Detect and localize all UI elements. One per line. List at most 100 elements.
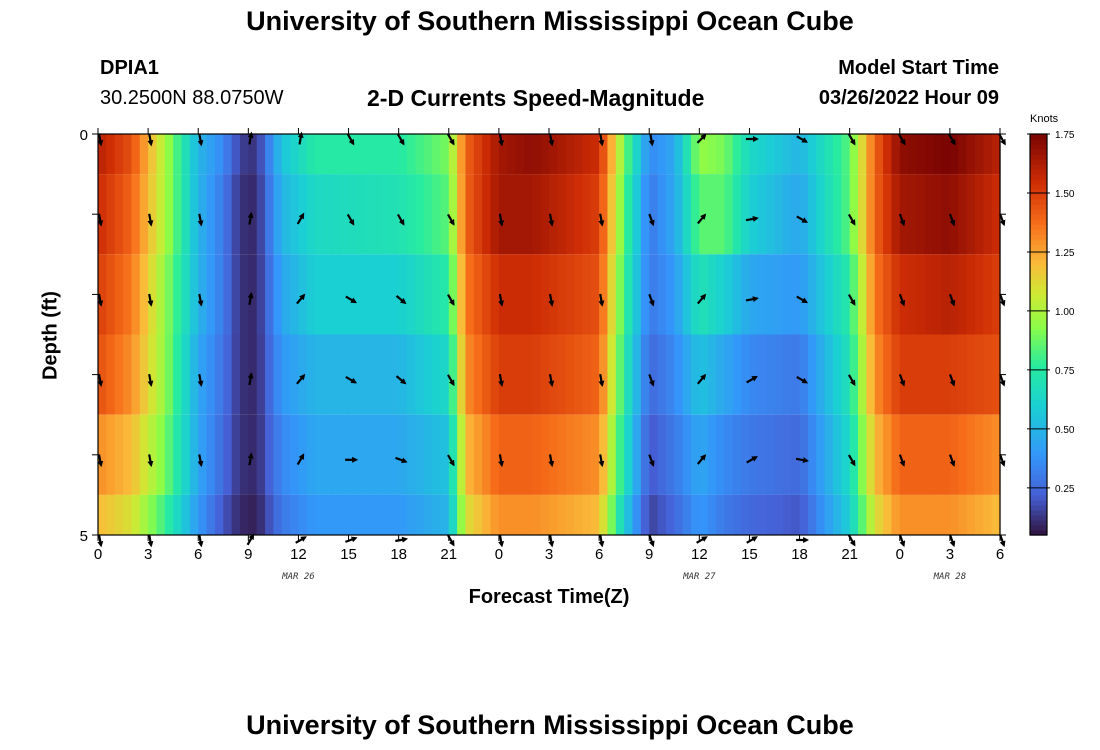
heatmap-cell (741, 334, 751, 415)
heatmap-cell (807, 414, 817, 495)
heatmap-cell (465, 134, 475, 175)
x-tick-label: 15 (340, 546, 357, 563)
heatmap-cell (849, 254, 859, 335)
heatmap-cell (189, 174, 199, 255)
heatmap-cell (331, 254, 341, 335)
heatmap-cell (306, 174, 316, 255)
heatmap-cell (123, 494, 133, 535)
colorbar-segment (1030, 499, 1047, 506)
heatmap-cell (590, 254, 600, 335)
heatmap-cell (515, 414, 525, 495)
heatmap-cell (290, 174, 300, 255)
heatmap-cell (816, 254, 826, 335)
heatmap-cell (574, 254, 584, 335)
heatmap-cell (966, 414, 976, 495)
heatmap-cell (624, 134, 634, 175)
heatmap-cell (607, 254, 617, 335)
heatmap-cell (624, 254, 634, 335)
current-vector (395, 456, 408, 464)
current-vector (598, 534, 605, 548)
heatmap-cell (883, 334, 893, 415)
heatmap-cell (933, 414, 943, 495)
current-vector (346, 133, 355, 146)
heatmap-cell (298, 414, 308, 495)
colorbar-tick-label: 1.25 (1055, 248, 1075, 259)
current-vector (696, 536, 708, 544)
current-vector (548, 213, 555, 227)
colorbar-segment (1030, 279, 1047, 285)
heatmap-cell (273, 494, 283, 535)
colorbar-segment (1030, 149, 1047, 155)
colorbar-segment (1030, 359, 1047, 366)
heatmap-cell (674, 174, 684, 255)
heatmap-cell (883, 494, 893, 535)
heatmap-cell (390, 134, 400, 175)
colorbar-segment (1030, 174, 1047, 180)
colorbar-segment (1030, 289, 1047, 295)
heatmap-cell (690, 414, 700, 495)
heatmap-cell (716, 414, 725, 495)
heatmap-cell (983, 254, 993, 335)
heatmap-cell (281, 174, 291, 255)
heatmap-cell (256, 254, 266, 335)
colorbar-segment (1030, 474, 1047, 481)
heatmap-cell (649, 134, 659, 175)
heatmap-cell (298, 334, 308, 415)
heatmap-cell (106, 414, 116, 495)
heatmap-cell (640, 414, 650, 495)
heatmap-cell (791, 334, 801, 415)
heatmap-cell (340, 134, 350, 175)
heatmap-cell (732, 494, 742, 535)
heatmap-cell (181, 134, 191, 175)
heatmap-cell (774, 494, 784, 535)
heatmap-cell (707, 254, 717, 335)
heatmap-cell (507, 494, 517, 535)
heatmap-cell (941, 254, 951, 335)
heatmap-cell (924, 414, 934, 495)
heatmap-cell (465, 494, 475, 535)
heatmap-cell (774, 254, 784, 335)
day-label: MAR 27 (682, 572, 716, 582)
heatmap-cell (348, 494, 358, 535)
heatmap-cell (156, 134, 166, 175)
heatmap-cell (290, 494, 300, 535)
heatmap-cell (908, 134, 918, 175)
heatmap-cell (298, 174, 308, 255)
heatmap-cell (991, 494, 1001, 535)
colorbar-segment (1030, 329, 1047, 336)
colorbar-segment (1030, 204, 1047, 210)
heatmap-cell (941, 414, 951, 495)
colorbar-segment (1030, 529, 1047, 536)
colorbar-segment (1030, 254, 1047, 260)
current-vector (696, 454, 707, 465)
heatmap-cell (549, 334, 558, 415)
heatmap-cell (832, 494, 842, 535)
colorbar-segment (1030, 164, 1047, 170)
heatmap-cell (866, 334, 876, 415)
heatmap-cell (381, 174, 391, 255)
heatmap-cell (858, 254, 867, 335)
heatmap-cell (515, 174, 525, 255)
heatmap-cell (858, 414, 867, 495)
model-start-label: Model Start Time (838, 57, 999, 79)
current-vector (548, 373, 555, 387)
heatmap-cell (807, 494, 817, 535)
heatmap-cell (866, 254, 876, 335)
heatmap-cell (908, 414, 918, 495)
heatmap-cell (323, 254, 333, 335)
heatmap-cell (657, 414, 667, 495)
heatmap-cell (649, 254, 659, 335)
heatmap-cell (214, 254, 224, 335)
current-vector (97, 454, 104, 468)
heatmap-cell (348, 174, 358, 255)
current-vector (447, 133, 455, 146)
heatmap-cell (924, 174, 934, 255)
heatmap-cell (490, 134, 500, 175)
heatmap-cell (557, 334, 567, 415)
heatmap-cell (983, 414, 993, 495)
heatmap-cell (707, 134, 717, 175)
current-vector (948, 133, 956, 146)
heatmap-cell (148, 254, 158, 335)
heatmap-cell (381, 494, 391, 535)
heatmap-cell (557, 174, 567, 255)
